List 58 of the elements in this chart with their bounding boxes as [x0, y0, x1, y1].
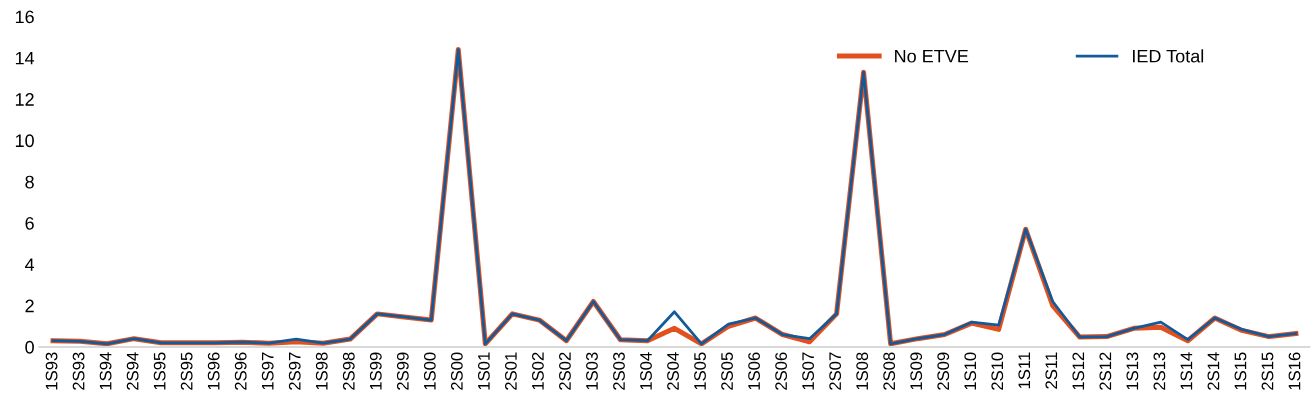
y-tick-label: 4 — [24, 258, 35, 271]
x-tick-label: 1S94 — [99, 352, 112, 390]
x-tick-label: 2S11 — [1045, 352, 1058, 389]
x-tick-label: 1S08 — [856, 352, 869, 390]
x-tick-label: 1S13 — [1126, 352, 1139, 390]
x-tick-label: 1S05 — [694, 352, 706, 390]
x-tick-label: 1S04 — [640, 352, 652, 390]
x-tick-label: 2S97 — [288, 352, 301, 390]
x-tick-label: 1S09 — [910, 352, 923, 390]
y-tick-label: 12 — [15, 93, 34, 106]
y-tick-label: 0 — [25, 340, 34, 354]
x-tick-label: 2S12 — [1099, 352, 1112, 390]
y-tick-label: 16 — [15, 10, 34, 24]
x-tick-label: 2S13 — [1153, 352, 1166, 390]
x-tick-label: 2S09 — [937, 352, 950, 390]
x-tick-label: 1S07 — [802, 352, 815, 390]
x-tick-label: 1S95 — [153, 352, 166, 390]
x-tick-label: 1S16 — [1288, 352, 1301, 390]
x-tick-label: 2S15 — [1261, 352, 1274, 390]
x-tick-label: 2S99 — [396, 352, 409, 390]
x-tick-label: 2S00 — [450, 352, 463, 390]
x-tick-label: 2S07 — [829, 352, 842, 390]
x-tick-label: 1S10 — [964, 352, 977, 390]
y-tick-label: 14 — [15, 51, 35, 65]
x-tick-label: 1S14 — [1180, 352, 1193, 390]
x-tick-label: 1S02 — [532, 352, 544, 390]
x-tick-label: 1S00 — [423, 352, 436, 390]
x-tick-label: 2S14 — [1207, 352, 1220, 390]
x-tick-label: 1S93 — [45, 352, 58, 390]
y-tick-label: 10 — [15, 134, 34, 148]
x-tick-label: 2S04 — [667, 352, 679, 390]
x-tick-label: 2S06 — [775, 352, 787, 390]
x-tick-label: 1S99 — [369, 352, 382, 390]
x-tick-label: 2S01 — [505, 352, 517, 390]
x-tick-label: 2S10 — [991, 352, 1004, 390]
x-tick-label: 1S97 — [261, 352, 274, 390]
x-tick-label: 2S08 — [883, 352, 896, 390]
y-tick-label: 6 — [25, 216, 34, 230]
x-tick-label: 2S02 — [559, 352, 571, 390]
legend-label: IED Total — [1133, 49, 1204, 63]
x-tick-label: 1S98 — [315, 352, 328, 390]
y-tick-label: 2 — [25, 299, 34, 313]
x-tick-label: 2S98 — [342, 352, 355, 390]
x-tick-label: 2S94 — [126, 352, 139, 390]
x-tick-label: 2S93 — [72, 352, 85, 390]
legend-label: No ETVE — [895, 49, 969, 63]
y-tick-label: 8 — [25, 175, 34, 189]
x-tick-label: 2S03 — [613, 352, 625, 390]
x-tick-label: 1S03 — [586, 352, 598, 390]
x-tick-label: 1S12 — [1072, 352, 1085, 390]
x-tick-label: 2S05 — [721, 352, 733, 390]
x-tick-label: 2S95 — [180, 352, 193, 390]
x-tick-label: 1S06 — [748, 352, 760, 390]
x-tick-label: 1S15 — [1234, 352, 1247, 390]
x-tick-label: 1S01 — [477, 352, 490, 390]
x-tick-label: 2S96 — [234, 352, 247, 390]
x-tick-label: 1S96 — [207, 352, 220, 390]
x-tick-label: 1S11 — [1018, 352, 1031, 389]
